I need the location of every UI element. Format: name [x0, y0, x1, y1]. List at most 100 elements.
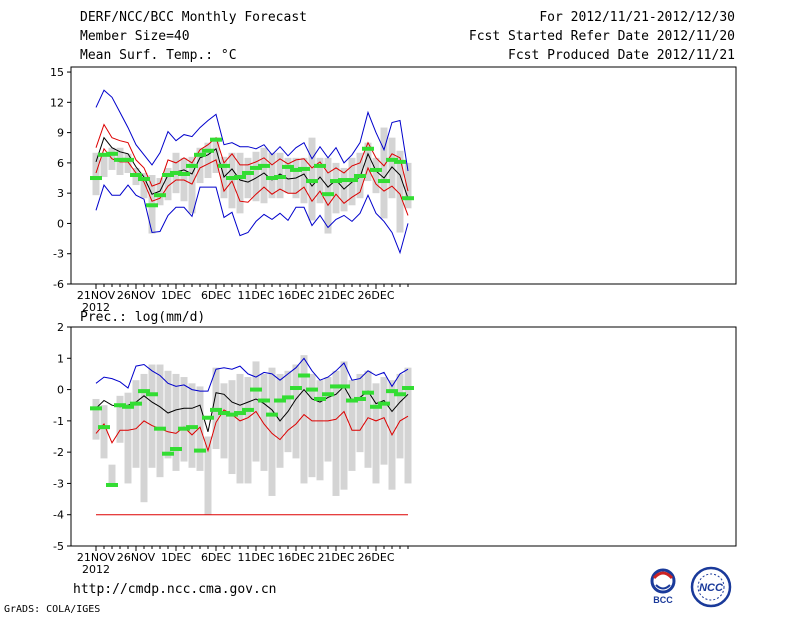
prec-line-max	[95, 357, 409, 392]
prec-box-9	[164, 370, 172, 459]
temp-median-7	[146, 203, 158, 208]
prec-median-27	[306, 387, 318, 392]
temp-median-24	[282, 164, 294, 169]
prec-median-30	[330, 384, 342, 389]
prec-xtick-label-6DEC: 6DEC	[201, 551, 231, 564]
temp-median-5	[130, 172, 142, 177]
prec-ytick-label--2: -2	[53, 446, 64, 459]
temp-ytick-label-15: 15	[50, 66, 64, 79]
temp-box-19	[244, 157, 252, 199]
prec-box-17	[228, 380, 236, 475]
temp-xtick-label-16DEC: 16DEC	[277, 289, 314, 302]
prec-median-39	[402, 386, 414, 391]
temp-ytick-label-6: 6	[57, 157, 64, 170]
prec-median-26	[298, 373, 310, 378]
prec-median-36	[378, 401, 390, 406]
prec-median-21	[258, 398, 270, 403]
prec-box-36	[380, 377, 388, 465]
temp-median-15	[210, 137, 222, 142]
temp-box-12	[188, 156, 196, 214]
footer-url[interactable]: http://cmdp.ncc.cma.gov.cn	[73, 582, 277, 597]
prec-box-33	[356, 373, 364, 453]
temp-median-28	[314, 163, 326, 168]
prec-median-7	[146, 392, 158, 397]
prec-median-19	[242, 407, 254, 412]
temp-box-38	[396, 150, 404, 233]
prec-box-18	[236, 373, 244, 484]
prec-median-16	[218, 411, 230, 416]
prec-median-31	[338, 384, 350, 389]
prec-median-0	[90, 406, 102, 411]
prec-line-mean-minus-std	[95, 409, 409, 453]
temp-ytick-label--3: -3	[53, 248, 64, 261]
temp-year-label: 2012	[82, 301, 110, 314]
temp-median-0	[90, 176, 102, 181]
prec-box-39	[404, 367, 412, 484]
variable-label: Mean Surf. Temp.: °C	[80, 48, 237, 63]
temp-median-18	[234, 175, 246, 180]
temp-box-35	[372, 157, 380, 194]
prec-median-23	[274, 398, 286, 403]
prec-xtick-label-16DEC: 16DEC	[277, 551, 314, 564]
temp-median-33	[354, 174, 366, 179]
temp-median-3	[114, 157, 126, 162]
prec-median-37	[386, 389, 398, 394]
temp-box-26	[300, 157, 308, 204]
temp-ytick-label-0: 0	[57, 217, 64, 230]
prec-median-38	[394, 392, 406, 397]
prec-box-30	[332, 370, 340, 496]
temp-box-30	[332, 162, 340, 214]
temp-box-4	[124, 153, 132, 173]
prec-xtick-label-21NOV: 21NOV	[77, 551, 116, 564]
prec-box-34	[364, 370, 372, 468]
prec-box-38	[396, 373, 404, 459]
temp-median-34	[362, 146, 374, 151]
prec-xtick-label-21DEC: 21DEC	[317, 551, 354, 564]
prec-median-9	[162, 451, 174, 456]
prec-median-3	[114, 403, 126, 408]
prec-ytick-label--4: -4	[53, 509, 64, 522]
temp-xtick-label-26NOV: 26NOV	[117, 289, 156, 302]
temp-median-38	[394, 159, 406, 164]
prec-median-34	[362, 390, 374, 395]
temp-median-31	[338, 178, 350, 183]
temp-box-28	[316, 157, 324, 204]
temp-ytick-label-9: 9	[57, 127, 64, 140]
prec-median-6	[138, 389, 150, 394]
temp-median-27	[306, 179, 318, 184]
prec-ytick-label-2: 2	[57, 321, 64, 334]
temp-median-1	[98, 152, 110, 157]
prec-median-22	[266, 412, 278, 417]
prec-box-19	[244, 377, 252, 484]
bcc-logo-text: BCC	[653, 595, 673, 605]
temp-line-mean-minus-std	[95, 147, 409, 216]
prec-median-15	[210, 407, 222, 412]
ncc-logo: NCC	[690, 566, 732, 612]
prec-median-1	[98, 425, 110, 430]
temp-median-6	[138, 177, 150, 182]
temp-box-37	[388, 137, 396, 199]
temp-median-29	[322, 192, 334, 197]
temp-box-24	[284, 157, 292, 194]
temp-box-1	[100, 153, 108, 178]
prec-median-4	[122, 404, 134, 409]
temp-median-8	[154, 193, 166, 198]
temp-xtick-label-21NOV: 21NOV	[77, 289, 116, 302]
temp-median-17	[226, 176, 238, 181]
temp-box-21	[260, 147, 268, 204]
prec-median-10	[170, 447, 182, 452]
prec-ytick-label--1: -1	[53, 415, 64, 428]
temp-box-14	[204, 142, 212, 179]
prec-box-3	[116, 395, 124, 443]
prec-median-18	[234, 411, 246, 416]
temp-frame	[70, 66, 737, 285]
temp-median-12	[186, 163, 198, 168]
temp-box-36	[380, 127, 388, 219]
temp-xtick-label-21DEC: 21DEC	[317, 289, 354, 302]
temp-box-18	[236, 152, 244, 214]
forecast-range-label: For 2012/11/21-2012/12/30	[539, 10, 735, 25]
member-size-label: Member Size=40	[80, 29, 190, 44]
temp-median-13	[194, 152, 206, 157]
temp-median-35	[370, 167, 382, 172]
prec-box-4	[124, 392, 132, 484]
